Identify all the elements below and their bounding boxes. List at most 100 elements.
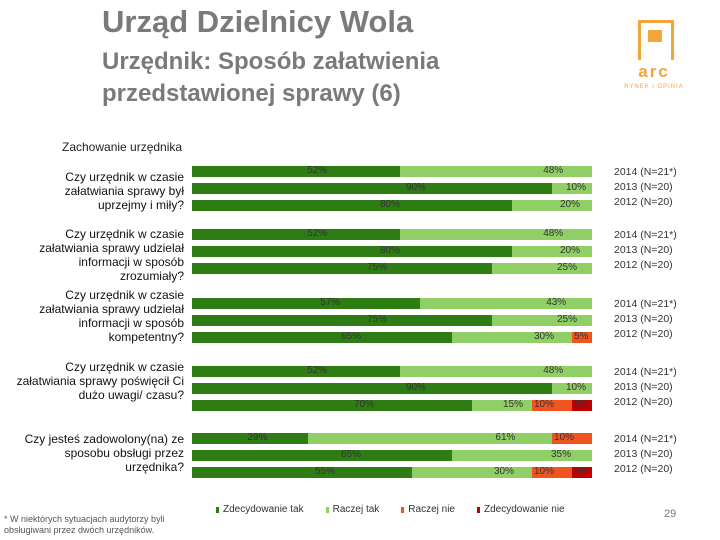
legend-item-raczej-nie: Raczej nie [401, 504, 455, 515]
year-label: 2014 (N=21*) [614, 166, 677, 178]
bar-segment-raczej-tak: 20% [512, 245, 592, 257]
year-label: 2014 (N=21*) [614, 433, 677, 445]
bar-row: 55% 30% 10% 5% [192, 466, 592, 478]
data-label: 90% [405, 382, 426, 393]
data-label: 75% [366, 262, 387, 273]
bar-segment-zdecydowanie-tak: 52% [192, 365, 400, 377]
bar-segment-raczej-tak: 25% [492, 262, 592, 274]
year-label: 2012 (N=20) [614, 259, 673, 271]
year-label: 2013 (N=20) [614, 381, 673, 393]
bar-segment-raczej-tak: 43% [420, 297, 592, 309]
data-label: 29% [247, 432, 268, 443]
data-label: 25% [556, 314, 577, 325]
question-label: Czy urzędnik w czasie załatwiania sprawy… [39, 288, 184, 344]
bar-segment-raczej-tak: 30% [412, 466, 532, 478]
year-label: 2014 (N=21*) [614, 298, 677, 310]
bar-segment-raczej-tak: 10% [552, 182, 592, 194]
question-label: Czy jesteś zadowolony(na) ze sposobu obs… [24, 432, 184, 474]
data-label: 48% [543, 365, 564, 376]
bar-segment-zdecydowanie-nie: 5% [572, 466, 592, 478]
data-label: 80% [379, 199, 400, 210]
year-label: 2012 (N=20) [614, 328, 673, 340]
data-label: 30% [493, 466, 514, 477]
data-label: 10% [565, 182, 586, 193]
bar-segment-zdecydowanie-tak: 90% [192, 382, 552, 394]
data-label: 52% [307, 365, 328, 376]
data-label: 35% [550, 449, 571, 460]
data-label: 5% [574, 331, 589, 342]
data-label: 20% [559, 199, 580, 210]
bar-row: 90% 10% [192, 382, 592, 394]
year-label: 2014 (N=21*) [614, 366, 677, 378]
year-labels: 2014 (N=21*) 2013 (N=20) 2012 (N=20) [614, 297, 677, 342]
logo-text: arc [638, 62, 670, 81]
bar-row: 65% 30% 5% [192, 331, 592, 343]
bar-segment-raczej-tak: 35% [452, 449, 592, 461]
bar-segment-zdecydowanie-tak: 75% [192, 262, 492, 274]
chart-legend: Zdecydowanie tak Raczej tak Raczej nie Z… [216, 504, 565, 515]
year-labels: 2014 (N=21*) 2013 (N=20) 2012 (N=20) [614, 165, 677, 210]
question-label: Czy urzędnik w czasie załatwiania sprawy… [16, 360, 184, 402]
data-label: 10% [534, 399, 555, 410]
data-label: 20% [559, 245, 580, 256]
legend-item-zdecydowanie-nie: Zdecydowanie nie [477, 504, 565, 515]
bar-segment-zdecydowanie-tak: 57% [192, 297, 420, 309]
logo-frame-shape [638, 20, 674, 60]
data-label: 15% [502, 399, 523, 410]
bar-segment-zdecydowanie-tak: 75% [192, 314, 492, 326]
data-label: 61% [495, 432, 516, 443]
page-number: 29 [664, 508, 677, 520]
bar-segment-zdecydowanie-tak: 52% [192, 228, 400, 240]
chart-title: Zachowanie urzędnika [62, 140, 183, 154]
page-title: Urząd Dzielnicy Wola [102, 4, 414, 39]
bar-segment-raczej-nie: 5% [572, 331, 592, 343]
year-label: 2012 (N=20) [614, 463, 673, 475]
legend-swatch-icon [325, 506, 329, 513]
logo-window-shape [648, 30, 662, 42]
bar-row: 52% 48% [192, 365, 592, 377]
bar-segment-raczej-tak: 25% [492, 314, 592, 326]
bar-segment-raczej-nie: 10% [532, 466, 572, 478]
data-label: 52% [307, 165, 328, 176]
bar-row: 52% 48% [192, 165, 592, 177]
page-subtitle: Urzędnik: Sposób załatwienia przedstawio… [102, 48, 440, 107]
year-label: 2012 (N=20) [614, 196, 673, 208]
year-label: 2013 (N=20) [614, 448, 673, 460]
legend-item-raczej-tak: Raczej tak [325, 504, 380, 515]
bar-segment-zdecydowanie-tak: 55% [192, 466, 412, 478]
legend-label: Raczej nie [408, 504, 455, 515]
bar-segment-zdecydowanie-tak: 29% [192, 432, 308, 444]
legend-swatch-icon [401, 506, 405, 513]
legend-item-zdecydowanie-tak: Zdecydowanie tak [216, 504, 304, 515]
data-label: 90% [405, 182, 426, 193]
bar-row: 52% 48% [192, 228, 592, 240]
bar-row: 57% 43% [192, 297, 592, 309]
bar-row: 29% 61% 10% [192, 432, 592, 444]
bar-row: 80% 20% [192, 199, 592, 211]
bar-segment-raczej-tak: 10% [552, 382, 592, 394]
bar-segment-raczej-tak: 48% [400, 228, 592, 240]
data-label: 25% [556, 262, 577, 273]
data-label: 5% [574, 466, 589, 477]
bar-segment-raczej-nie: 10% [532, 399, 572, 411]
data-label: 65% [340, 331, 361, 342]
legend-label: Raczej tak [332, 504, 380, 515]
bar-segment-zdecydowanie-tak: 80% [192, 199, 512, 211]
data-label: 52% [307, 228, 328, 239]
data-label: 65% [340, 449, 361, 460]
data-label: 30% [533, 331, 554, 342]
bar-row: 80% 20% [192, 245, 592, 257]
year-label: 2013 (N=20) [614, 244, 673, 256]
bar-segment-raczej-nie: 10% [552, 432, 592, 444]
data-label: 80% [379, 245, 400, 256]
bar-segment-zdecydowanie-nie: 5% [572, 399, 592, 411]
bar-segment-raczej-tak: 48% [400, 165, 592, 177]
bar-segment-raczej-tak: 15% [472, 399, 532, 411]
bar-segment-zdecydowanie-tak: 52% [192, 165, 400, 177]
bar-row: 90% 10% [192, 182, 592, 194]
bar-segment-zdecydowanie-tak: 70% [192, 399, 472, 411]
year-labels: 2014 (N=21*) 2013 (N=20) 2012 (N=20) [614, 365, 677, 410]
year-label: 2013 (N=20) [614, 181, 673, 193]
question-label: Czy urzędnik w czasie załatwiania sprawy… [39, 227, 184, 283]
bar-segment-zdecydowanie-tak: 65% [192, 331, 452, 343]
